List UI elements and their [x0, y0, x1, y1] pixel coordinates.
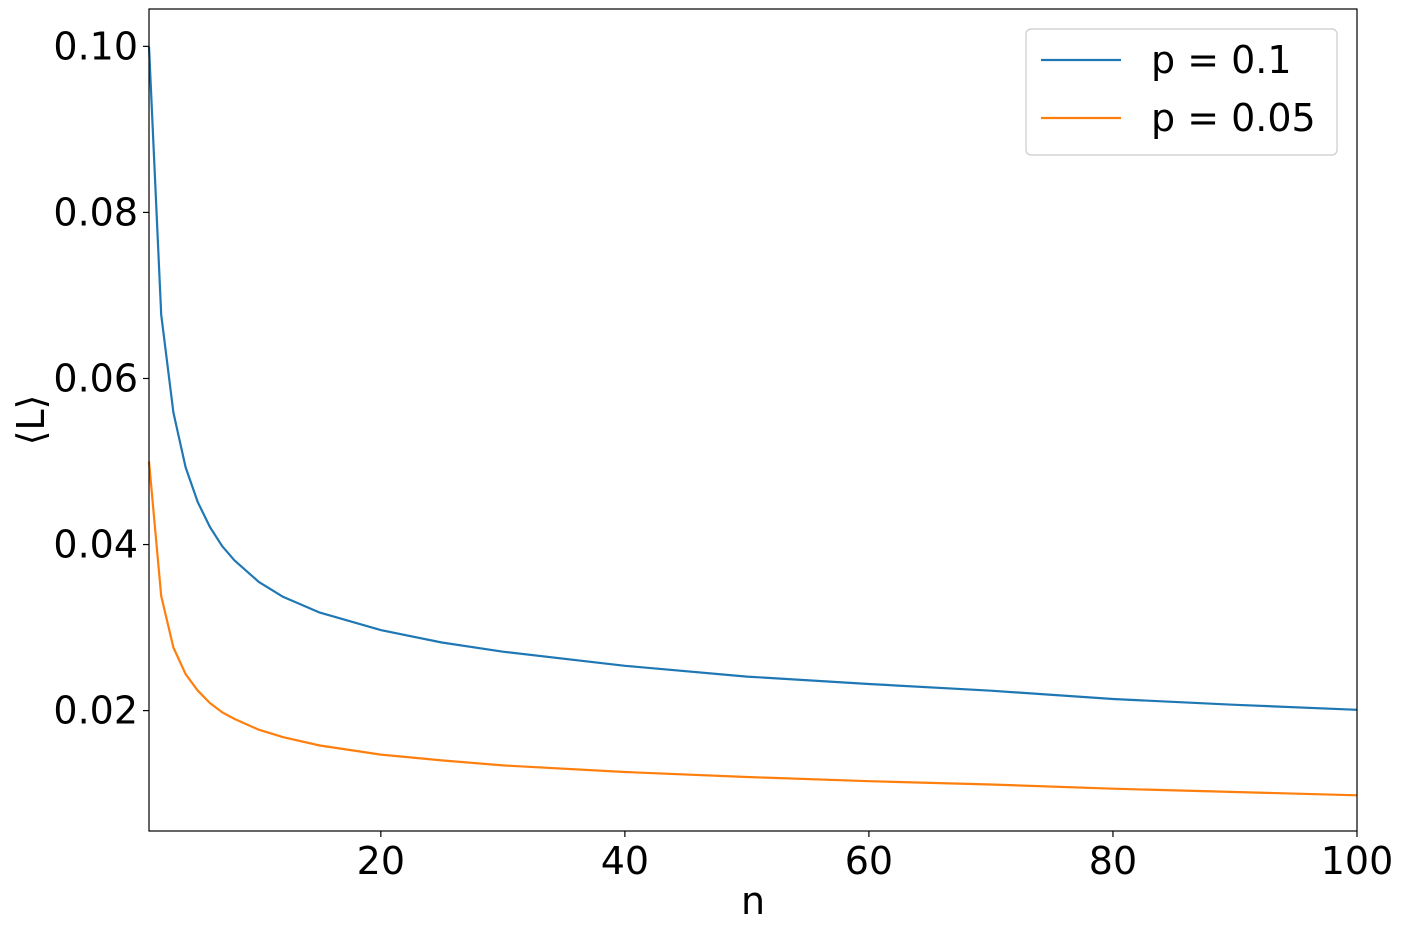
- y-axis: 0.02 0.04 0.06 0.08 0.10: [53, 24, 149, 733]
- x-axis-label: n: [741, 879, 765, 923]
- y-axis-label: ⟨L⟩: [9, 395, 53, 446]
- legend: p = 0.1 p = 0.05: [1025, 28, 1338, 156]
- x-tick-label: 40: [601, 839, 649, 883]
- y-tick-label: 0.04: [53, 523, 138, 567]
- x-tick-label: 100: [1321, 839, 1394, 883]
- series-layer: [147, 46, 1358, 797]
- y-tick-label: 0.06: [53, 356, 138, 400]
- y-tick-label: 0.02: [53, 689, 138, 733]
- series-line-1: [147, 46, 1358, 711]
- y-tick-label: 0.08: [53, 190, 138, 234]
- y-tick-label: 0.10: [53, 24, 138, 68]
- x-tick-label: 80: [1089, 839, 1137, 883]
- legend-label-1: p = 0.1: [1151, 38, 1292, 82]
- x-tick-label: 20: [357, 839, 405, 883]
- plot-frame: [148, 8, 1358, 832]
- legend-label-2: p = 0.05: [1151, 96, 1316, 140]
- series-line-2: [147, 461, 1358, 797]
- x-tick-label: 60: [845, 839, 893, 883]
- x-axis: 20 40 60 80 100: [357, 831, 1394, 883]
